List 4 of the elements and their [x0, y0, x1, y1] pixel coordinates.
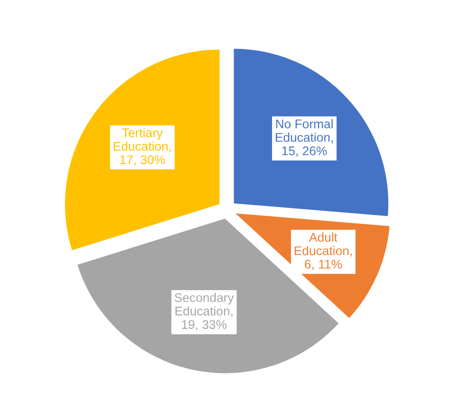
slice-label: No Formal Education, 15, 26%: [276, 119, 333, 157]
slice-label: Adult Education, 6, 11%: [294, 232, 352, 270]
slice-label: Tertiary Education, 17, 30%: [114, 128, 171, 166]
slice-label: Secondary Education, 19, 33%: [174, 292, 234, 330]
